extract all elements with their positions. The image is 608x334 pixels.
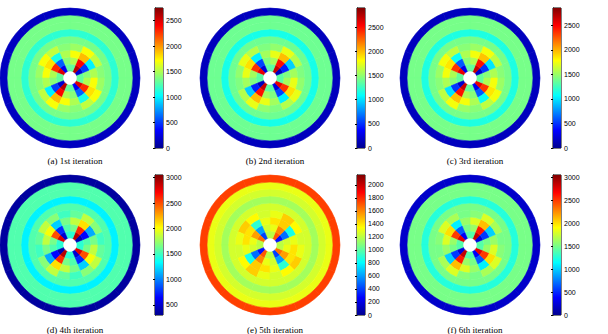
svg-text:1000: 1000 bbox=[564, 95, 580, 102]
svg-text:1600: 1600 bbox=[368, 207, 384, 214]
svg-text:(d) 4th iteration: (d) 4th iteration bbox=[47, 325, 104, 334]
svg-text:2000: 2000 bbox=[564, 220, 580, 227]
svg-text:200: 200 bbox=[368, 298, 380, 305]
svg-text:0: 0 bbox=[368, 312, 372, 319]
svg-text:(a) 1st iteration: (a) 1st iteration bbox=[48, 156, 103, 166]
svg-text:500: 500 bbox=[564, 289, 576, 296]
svg-text:1000: 1000 bbox=[166, 94, 182, 101]
svg-text:(f) 6th iteration: (f) 6th iteration bbox=[448, 325, 503, 334]
svg-text:2000: 2000 bbox=[368, 48, 384, 55]
svg-text:0: 0 bbox=[368, 145, 372, 152]
svg-text:(c) 3rd iteration: (c) 3rd iteration bbox=[447, 156, 504, 166]
svg-text:0: 0 bbox=[166, 145, 170, 152]
svg-text:1000: 1000 bbox=[368, 246, 384, 253]
svg-text:1200: 1200 bbox=[368, 233, 384, 240]
svg-text:2000: 2000 bbox=[166, 43, 182, 50]
svg-text:500: 500 bbox=[166, 301, 178, 308]
svg-text:0: 0 bbox=[564, 145, 568, 152]
svg-text:1000: 1000 bbox=[166, 276, 182, 283]
svg-text:2000: 2000 bbox=[368, 181, 384, 188]
svg-text:600: 600 bbox=[368, 272, 380, 279]
svg-text:3000: 3000 bbox=[564, 174, 580, 181]
svg-text:1500: 1500 bbox=[166, 68, 182, 75]
svg-text:2500: 2500 bbox=[564, 197, 580, 204]
svg-text:800: 800 bbox=[368, 259, 380, 266]
svg-text:3000: 3000 bbox=[166, 174, 182, 181]
svg-text:500: 500 bbox=[564, 120, 576, 127]
svg-text:0: 0 bbox=[564, 312, 568, 319]
svg-text:2500: 2500 bbox=[368, 24, 384, 31]
svg-text:(e) 5th iteration: (e) 5th iteration bbox=[247, 325, 303, 334]
svg-text:1000: 1000 bbox=[368, 96, 384, 103]
svg-text:1000: 1000 bbox=[564, 266, 580, 273]
svg-text:400: 400 bbox=[368, 285, 380, 292]
svg-text:2000: 2000 bbox=[166, 225, 182, 232]
svg-text:2000: 2000 bbox=[564, 46, 580, 53]
svg-text:(b) 2nd iteration: (b) 2nd iteration bbox=[246, 156, 305, 166]
svg-text:1500: 1500 bbox=[368, 72, 384, 79]
svg-text:1800: 1800 bbox=[368, 194, 384, 201]
svg-text:2500: 2500 bbox=[166, 200, 182, 207]
svg-text:1500: 1500 bbox=[564, 243, 580, 250]
svg-text:500: 500 bbox=[166, 119, 178, 126]
svg-text:500: 500 bbox=[368, 120, 380, 127]
svg-text:2500: 2500 bbox=[166, 17, 182, 24]
svg-text:1500: 1500 bbox=[166, 250, 182, 257]
svg-text:1400: 1400 bbox=[368, 220, 384, 227]
svg-text:2500: 2500 bbox=[564, 22, 580, 29]
svg-text:1500: 1500 bbox=[564, 71, 580, 78]
